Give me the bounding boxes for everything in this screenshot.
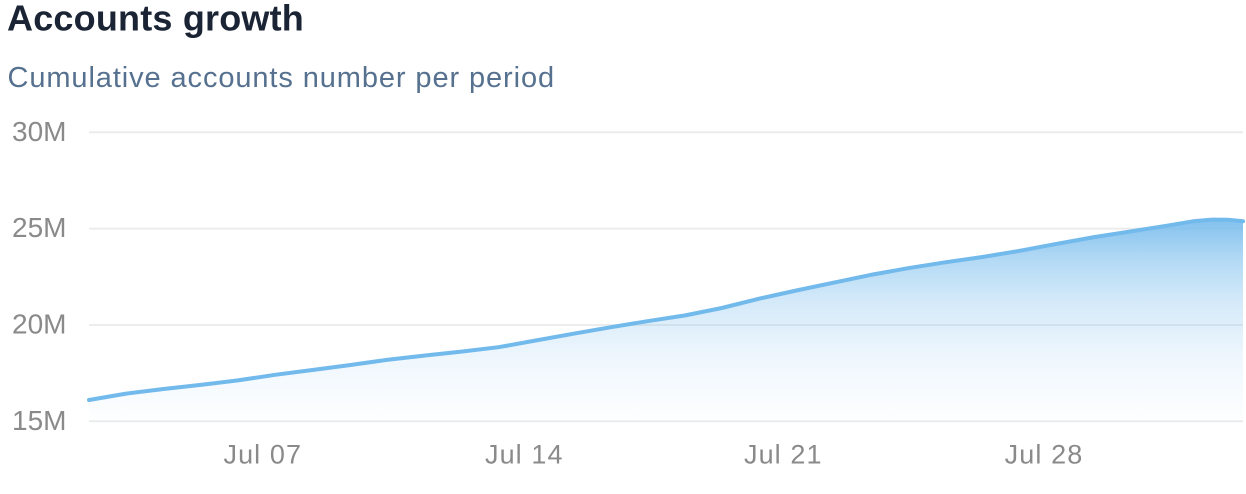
svg-text:Jul 28: Jul 28 — [1005, 439, 1084, 469]
svg-text:20M: 20M — [12, 309, 66, 340]
svg-text:Jul 07: Jul 07 — [223, 439, 302, 469]
svg-text:Cumulative accounts number per: Cumulative accounts number per period — [8, 62, 556, 94]
svg-text:15M: 15M — [12, 405, 66, 436]
svg-text:25M: 25M — [12, 212, 66, 243]
svg-text:Jul 21: Jul 21 — [744, 439, 823, 469]
svg-text:Accounts growth: Accounts growth — [7, 0, 304, 39]
svg-text:30M: 30M — [12, 116, 66, 147]
svg-text:Jul 14: Jul 14 — [485, 439, 564, 469]
